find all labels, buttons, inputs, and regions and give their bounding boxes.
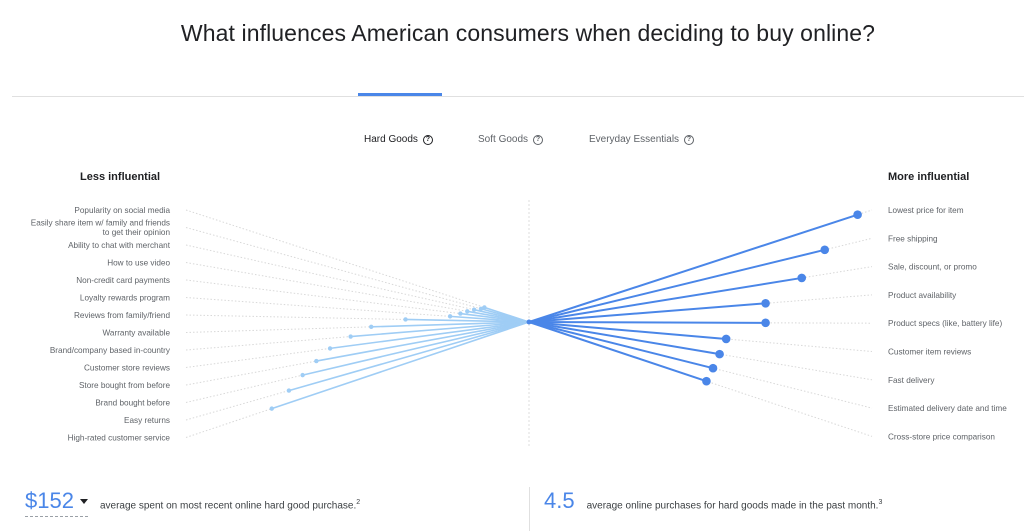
more-series-line [528, 213, 858, 323]
stat-average-purchases: 4.5 average online purchases for hard go… [544, 488, 882, 514]
more-series-line [528, 321, 727, 340]
more-factor-label: Fast delivery [888, 376, 935, 385]
less-series-line [329, 321, 530, 350]
more-factor-label: Product specs (like, battery life) [888, 319, 1002, 328]
spend-value-dropdown[interactable]: $152 [25, 488, 88, 517]
less-series-line [405, 318, 530, 323]
less-data-point [482, 305, 487, 310]
less-factor-label: Popularity on social media [74, 206, 170, 215]
guide-line [185, 297, 530, 323]
more-series-line [528, 321, 720, 356]
less-factor-label: Brand/company based in-country [50, 346, 171, 355]
page-title: What influences American consumers when … [180, 20, 876, 46]
more-series-line [528, 276, 802, 323]
less-factor-label: How to use video [107, 259, 170, 268]
stat-description: average spent on most recent online hard… [99, 498, 361, 511]
more-factor-label: Free shipping [888, 234, 938, 243]
more-influential-heading: More influential [888, 171, 970, 183]
tab-soft-goods[interactable]: Soft Goods ? [478, 134, 544, 145]
less-factor-label: Easily share item w/ family and friends t… [31, 219, 171, 238]
guide-line [185, 244, 530, 323]
more-series-line [528, 248, 825, 323]
less-data-point [478, 306, 484, 311]
less-data-point [369, 324, 374, 330]
less-data-point [465, 309, 470, 314]
stat-value: $152 [25, 488, 74, 513]
tab-everyday-essentials-label: Everyday Essentials [589, 134, 680, 145]
more-data-point [702, 376, 711, 386]
less-factor-label: Ability to chat with merchant [68, 241, 171, 250]
less-data-point [458, 311, 463, 316]
active-tab-indicator [358, 93, 442, 96]
more-factor-label: Customer item reviews [888, 348, 971, 357]
less-factor-label: Loyalty rewards program [80, 294, 170, 303]
less-series-line [288, 321, 530, 392]
more-factor-label: Lowest price for item [888, 206, 964, 215]
less-data-point [403, 317, 408, 322]
more-series-line [528, 321, 766, 324]
less-factor-label: Reviews from family/friend [74, 311, 170, 320]
less-data-point [471, 307, 477, 312]
less-series-line [302, 321, 530, 376]
less-factor-label: Warranty available [103, 329, 171, 338]
more-data-point [853, 210, 862, 220]
stat-value: 4.5 [544, 488, 575, 513]
less-influential-heading: Less influential [80, 171, 161, 183]
stats-divider [529, 487, 530, 531]
more-series-line [528, 302, 766, 323]
more-data-point [708, 363, 718, 373]
stat-description: average online purchases for hard goods … [586, 498, 883, 511]
guide-line [528, 321, 873, 409]
tab-everyday-essentials[interactable]: Everyday Essentials ? [589, 134, 695, 145]
footnote-marker[interactable]: 3 [878, 498, 883, 506]
less-data-point [447, 314, 453, 319]
more-factor-label: Sale, discount, or promo [888, 263, 977, 272]
help-icon[interactable]: ? [422, 134, 433, 145]
tab-divider [12, 96, 1024, 97]
less-factor-label: Customer store reviews [84, 364, 170, 373]
caret-down-icon[interactable] [79, 499, 88, 504]
less-series-line [271, 321, 530, 410]
more-data-point [761, 299, 770, 308]
less-factor-label: Non-credit card payments [76, 276, 170, 285]
less-data-point [348, 334, 353, 339]
less-series-line [316, 321, 530, 362]
tab-hard-goods-label: Hard Goods [364, 134, 418, 145]
more-factor-label: Product availability [888, 291, 957, 300]
less-series-line [371, 321, 530, 328]
less-factor-label: High-rated customer service [68, 434, 171, 443]
more-data-point [761, 318, 770, 328]
guide-line [185, 227, 530, 323]
more-data-point [721, 334, 731, 344]
footnote-marker[interactable]: 2 [356, 498, 361, 506]
guide-line [185, 209, 530, 323]
more-factor-label: Cross-store price comparison [888, 432, 995, 441]
help-icon[interactable]: ? [684, 134, 695, 145]
tab-hard-goods[interactable]: Hard Goods ? [364, 134, 433, 145]
less-factor-label: Brand bought before [95, 399, 170, 408]
tab-bar: Hard Goods ? Soft Goods ? Everyday Essen… [0, 64, 1024, 145]
less-data-point [327, 346, 333, 351]
more-series-line [528, 321, 714, 370]
less-factor-label: Store bought from before [79, 381, 170, 390]
center-hub [526, 319, 532, 325]
more-series-line [528, 321, 707, 383]
less-data-point [314, 358, 319, 364]
less-data-point [286, 388, 292, 393]
less-data-point [300, 372, 305, 378]
more-data-point [820, 245, 830, 255]
less-factor-label: Easy returns [124, 416, 170, 425]
stat-average-spent: $152 average spent on most recent online… [25, 488, 360, 517]
less-series-line [350, 321, 530, 338]
less-data-point [269, 406, 274, 411]
tab-soft-goods-label: Soft Goods [478, 134, 529, 145]
guide-line [185, 321, 530, 333]
guide-line [185, 314, 530, 323]
help-icon[interactable]: ? [533, 134, 544, 145]
more-data-point [797, 273, 807, 283]
more-data-point [715, 349, 724, 359]
more-factor-label: Estimated delivery date and time [888, 404, 1007, 413]
